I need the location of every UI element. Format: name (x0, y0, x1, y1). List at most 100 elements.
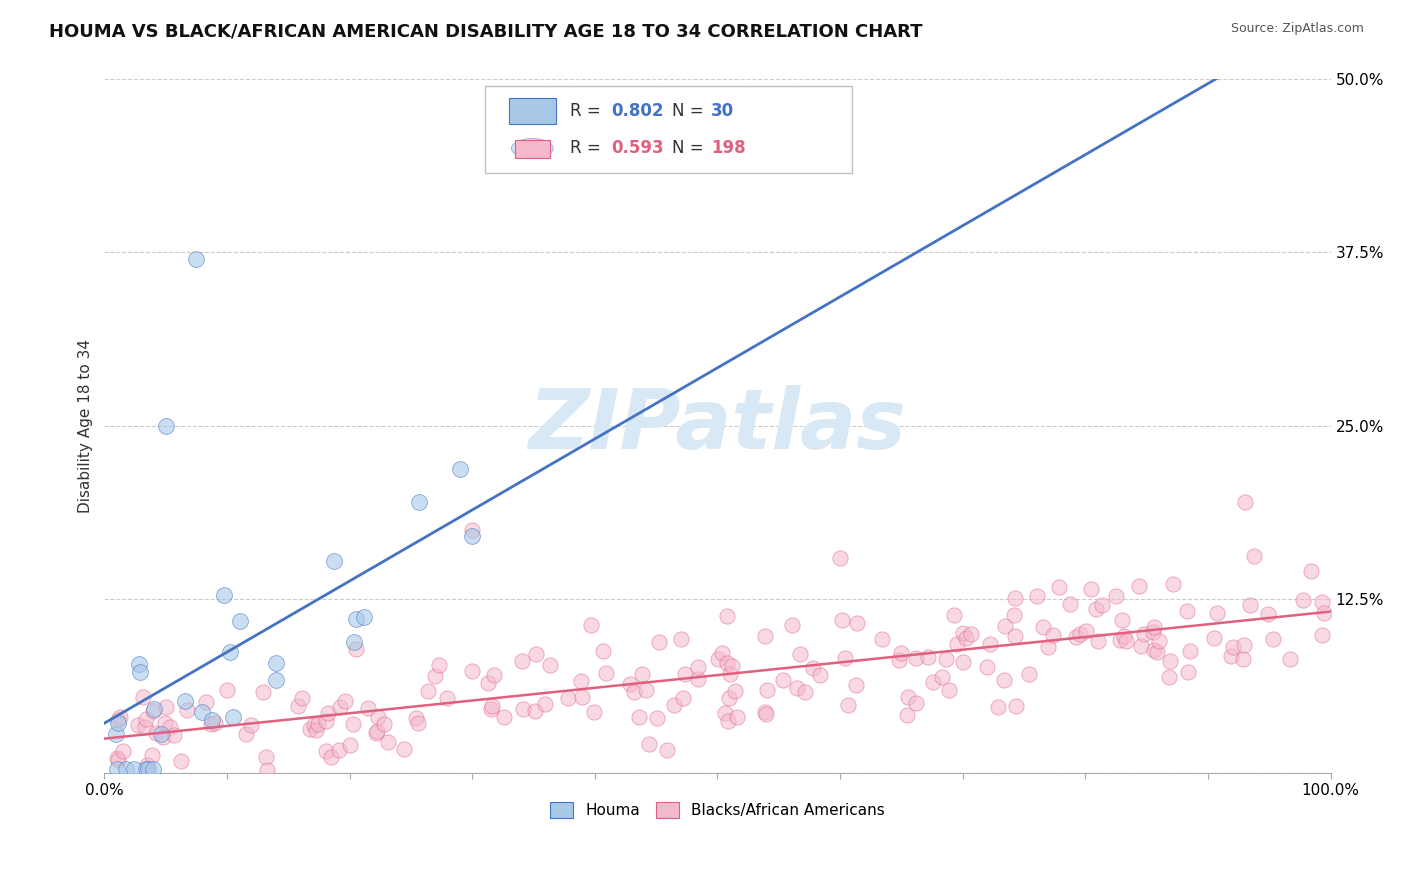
Point (461, 665, 484, 679)
FancyBboxPatch shape (485, 86, 852, 173)
Point (789, 647, 811, 661)
Point (343, 635, 366, 649)
Point (1202, 631, 1225, 645)
Point (510, 654, 533, 668)
Point (1220, 649, 1243, 664)
Point (582, 705, 605, 719)
Point (122, 762, 145, 776)
Point (579, 618, 602, 632)
Point (987, 699, 1010, 714)
Point (1159, 654, 1181, 668)
Point (780, 618, 803, 632)
Point (449, 462, 471, 476)
Point (1243, 549, 1265, 564)
Point (328, 743, 350, 757)
Text: ZIPatlas: ZIPatlas (529, 385, 907, 467)
Point (754, 629, 776, 643)
Point (830, 550, 852, 565)
Point (364, 725, 387, 739)
Point (710, 646, 733, 660)
Point (1142, 625, 1164, 640)
Point (142, 702, 165, 716)
Point (481, 698, 503, 713)
Point (716, 714, 738, 728)
Point (831, 613, 853, 627)
Point (344, 642, 367, 657)
Point (946, 637, 969, 651)
Point (657, 743, 679, 757)
Point (896, 708, 918, 723)
Point (492, 710, 515, 724)
Point (155, 716, 177, 731)
Point (316, 706, 339, 720)
Point (170, 754, 193, 768)
Text: N =: N = (672, 139, 709, 157)
Point (1299, 564, 1322, 578)
Text: R =: R = (571, 102, 606, 120)
Point (239, 718, 262, 732)
Point (256, 763, 278, 777)
Point (714, 706, 737, 720)
Point (1232, 652, 1254, 666)
Point (897, 690, 920, 705)
Point (406, 715, 429, 730)
Point (1133, 627, 1156, 641)
Point (200, 717, 222, 731)
Point (1292, 592, 1315, 607)
Point (1002, 607, 1025, 622)
Point (1312, 606, 1334, 620)
Point (755, 682, 778, 697)
Point (155, 699, 177, 714)
Bar (515, 140, 550, 158)
Point (1175, 604, 1198, 618)
Text: 30: 30 (711, 102, 734, 120)
Point (512, 701, 534, 715)
Point (254, 750, 277, 764)
Point (136, 757, 159, 772)
Point (322, 554, 344, 568)
Point (720, 659, 742, 673)
Point (905, 696, 928, 710)
Point (394, 742, 416, 756)
Point (648, 635, 671, 649)
Point (107, 753, 129, 767)
Point (377, 735, 399, 749)
Point (298, 723, 321, 737)
Point (367, 710, 389, 724)
Text: 0.802: 0.802 (610, 102, 664, 120)
Point (1036, 640, 1059, 654)
Point (571, 690, 593, 705)
Point (717, 690, 740, 705)
Point (935, 651, 957, 665)
Point (627, 710, 650, 724)
Point (108, 709, 131, 723)
Point (786, 681, 808, 696)
Point (631, 667, 654, 681)
Point (1111, 613, 1133, 627)
Point (557, 691, 579, 706)
Point (673, 666, 696, 681)
Point (136, 762, 159, 776)
Point (141, 748, 163, 763)
Point (219, 644, 242, 658)
Point (105, 762, 128, 776)
Point (718, 666, 741, 681)
Point (664, 698, 686, 712)
Point (1087, 634, 1109, 648)
Point (1206, 606, 1229, 620)
Point (1222, 640, 1244, 655)
Point (1177, 665, 1199, 680)
Text: R =: R = (571, 139, 606, 157)
Point (1042, 628, 1064, 642)
Point (801, 661, 824, 675)
Point (1018, 667, 1040, 681)
Legend: Houma, Blacks/African Americans: Houma, Blacks/African Americans (544, 796, 890, 824)
Point (638, 737, 661, 751)
Point (1047, 580, 1070, 594)
Point (725, 710, 748, 724)
Point (408, 495, 430, 509)
Point (592, 643, 614, 657)
Text: 0.593: 0.593 (610, 139, 664, 157)
Point (105, 750, 128, 764)
Point (533, 697, 555, 711)
